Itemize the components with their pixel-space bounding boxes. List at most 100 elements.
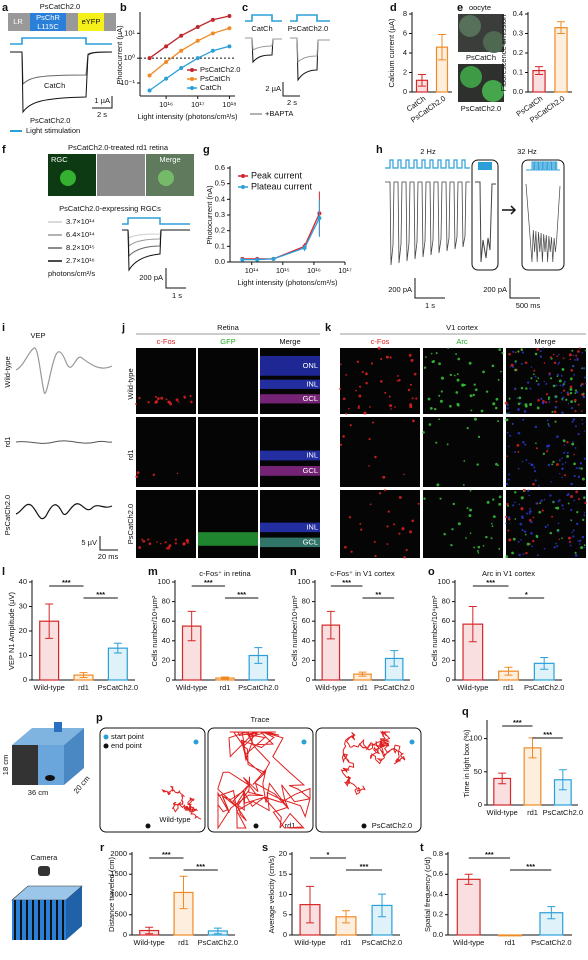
cell	[506, 502, 509, 506]
x-tick-label: PsCatCh2.0	[543, 808, 583, 817]
cell	[409, 383, 413, 386]
cell	[175, 398, 179, 402]
panel-label: e	[457, 2, 463, 14]
cell	[536, 348, 540, 351]
cell	[457, 522, 461, 526]
trace	[525, 183, 561, 263]
cell	[386, 525, 389, 528]
arrow	[502, 205, 517, 215]
cell	[524, 443, 527, 446]
cell	[516, 443, 520, 447]
cell	[535, 534, 539, 538]
point	[240, 257, 245, 262]
error-bar	[145, 926, 154, 935]
cell	[492, 515, 496, 518]
cell	[462, 484, 465, 486]
cell	[512, 537, 516, 541]
cell	[512, 504, 515, 507]
cell	[556, 506, 560, 510]
x-tick-label: 10¹⁸	[222, 100, 236, 109]
cell	[579, 539, 582, 542]
cell	[573, 398, 577, 402]
cell	[560, 392, 563, 394]
cell	[425, 356, 427, 358]
cell	[508, 397, 511, 400]
cell	[508, 538, 512, 542]
construct-label: L115C	[37, 22, 59, 31]
y-axis-label: Photocurrent (µA)	[115, 25, 124, 85]
micrograph	[340, 348, 420, 414]
trace	[10, 51, 113, 114]
cell	[581, 382, 584, 386]
cell	[569, 541, 571, 543]
cell	[576, 510, 579, 514]
legend-label: Plateau current	[251, 181, 313, 191]
cell	[463, 383, 466, 387]
cell	[438, 418, 441, 421]
cell	[550, 481, 552, 483]
y-tick-label: 0.0	[215, 257, 225, 266]
cell	[165, 547, 168, 550]
panel-title: Retina	[217, 323, 240, 332]
cell	[547, 463, 551, 467]
y-tick-label: 50	[474, 767, 482, 776]
cell	[561, 463, 564, 465]
cell	[528, 494, 531, 497]
cell	[494, 406, 498, 410]
panel-label: g	[203, 144, 210, 156]
cell	[358, 405, 361, 408]
y-tick-label: 10	[19, 650, 27, 659]
cell	[552, 353, 555, 356]
x-tick-label: rd1	[220, 683, 231, 692]
significance: ***	[513, 718, 522, 727]
x-tick-label: rd1	[78, 683, 89, 692]
cell	[561, 411, 564, 414]
cell	[581, 410, 583, 412]
cell	[583, 546, 586, 549]
cell	[523, 410, 527, 413]
panel-i: i VEP Wild-type rd1 PsCatCh2.0 5 µV 20 m…	[2, 322, 118, 561]
layer-label: GCL	[303, 537, 318, 546]
cell	[377, 346, 381, 350]
cell	[563, 474, 567, 477]
cell	[446, 443, 449, 446]
cell	[491, 522, 493, 525]
cell	[497, 378, 500, 381]
cell	[583, 457, 586, 460]
cell	[485, 390, 489, 393]
construct-label: LR	[13, 17, 23, 26]
stimulus	[385, 159, 470, 169]
cell	[155, 400, 159, 404]
layer-label: INL	[306, 522, 318, 531]
group-label: Wild-type	[159, 815, 190, 824]
panel-label: h	[376, 144, 383, 156]
cell	[525, 551, 528, 555]
cell	[573, 462, 576, 466]
y-axis-label: Time in light box (%)	[462, 729, 471, 798]
series-line	[149, 27, 230, 77]
cell	[529, 510, 532, 513]
light-dark-box: 18 cm 36 cm 20 cm Camera	[1, 722, 92, 940]
cell	[574, 410, 577, 413]
cell	[517, 540, 520, 543]
cell	[447, 347, 449, 350]
cell	[500, 370, 502, 373]
panel-label: l	[2, 566, 5, 578]
cell	[571, 420, 574, 423]
construct-opsin	[30, 13, 66, 31]
cell	[520, 386, 524, 390]
cell	[344, 545, 347, 549]
x-tick-label: PsCatCh2.0	[524, 683, 564, 692]
y-tick-label: 0.3	[513, 28, 523, 37]
cell	[517, 450, 520, 453]
cell	[511, 422, 514, 425]
cell	[567, 402, 570, 405]
image-label: RGC	[51, 155, 68, 164]
chart-title: Arc in V1 cortex	[482, 569, 535, 578]
cell	[174, 538, 178, 541]
error-bar	[179, 875, 188, 910]
micrograph	[340, 490, 420, 558]
cell	[544, 525, 547, 529]
